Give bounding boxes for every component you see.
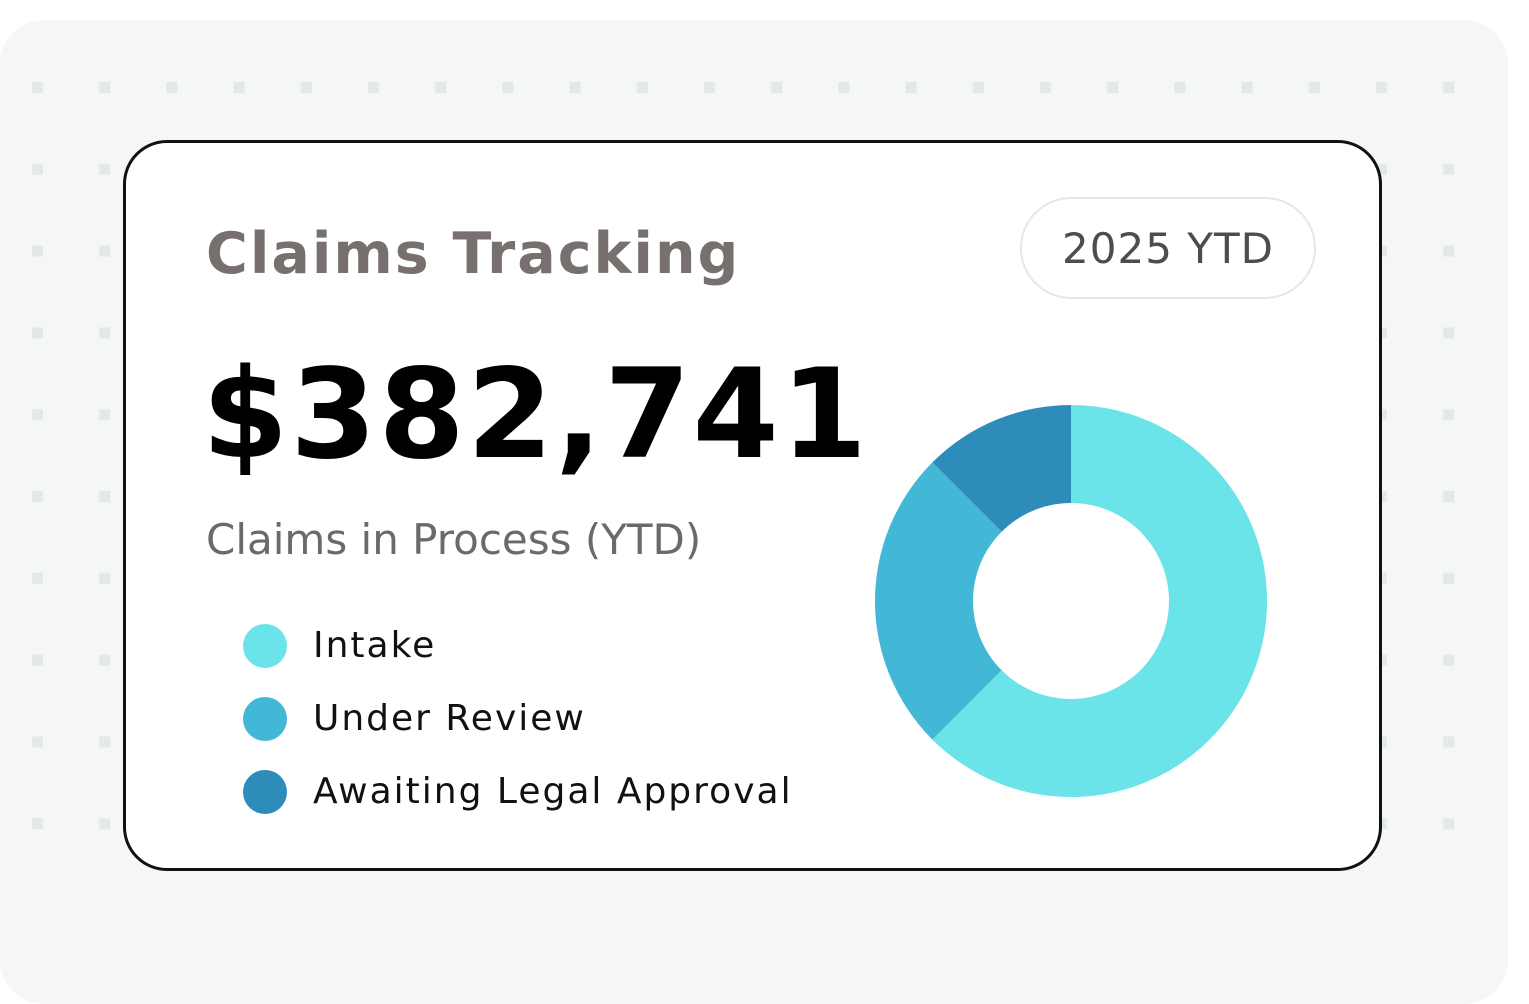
background-dot: [905, 82, 917, 93]
background-dot: [569, 82, 581, 93]
background-dot: [32, 82, 43, 93]
background-dot: [99, 327, 111, 339]
legend-label-intake: Intake: [313, 625, 437, 666]
background-dot: [99, 163, 111, 175]
background-dot: [99, 245, 111, 257]
background-dot: [99, 409, 111, 421]
background-dot: [704, 82, 715, 93]
claims-subtitle: Claims in Process (YTD): [206, 515, 702, 564]
legend-item-under-review: Under Review: [243, 682, 793, 755]
background-dot: [435, 82, 447, 93]
donut-slice-under-review: [875, 462, 1002, 740]
background-dot: [1376, 163, 1387, 175]
legend-swatch-awaiting-legal-approval: [243, 769, 287, 814]
background-dot: [32, 818, 43, 830]
period-selector-button[interactable]: 2025 YTD: [1020, 197, 1316, 299]
background-dot: [1376, 82, 1387, 93]
background-dot: [1040, 82, 1051, 93]
donut-slice-intake: [932, 405, 1267, 797]
background-dot: [1443, 736, 1455, 748]
background-dot: [1174, 82, 1186, 93]
background-dot: [32, 736, 43, 748]
background-dot: [1443, 163, 1455, 175]
background-dot: [166, 82, 178, 93]
background-dot: [32, 572, 43, 584]
background-dot: [1443, 818, 1455, 830]
background-dot: [233, 82, 245, 93]
background-dot: [99, 82, 111, 93]
background-dot: [368, 82, 379, 93]
claims-total-amount: $382,741: [202, 343, 870, 487]
background-dot: [300, 82, 312, 93]
background-dot: [1107, 82, 1119, 93]
background-dot: [1241, 82, 1253, 93]
background-dot: [99, 736, 111, 748]
background-dot: [32, 245, 43, 257]
legend-item-awaiting-legal-approval: Awaiting Legal Approval: [243, 755, 793, 828]
donut-slice-awaiting-legal-approval: [932, 405, 1071, 532]
background-dot: [1443, 491, 1455, 502]
legend-label-under-review: Under Review: [313, 698, 586, 739]
background-dot: [502, 82, 514, 93]
background-dot: [99, 491, 111, 502]
claims-tracking-card: Claims Tracking 2025 YTD $382,741 Claims…: [123, 140, 1382, 871]
legend-label-awaiting-legal-approval: Awaiting Legal Approval: [313, 771, 793, 812]
background-dot: [1308, 82, 1320, 93]
legend-swatch-under-review: [243, 696, 287, 741]
card-title: Claims Tracking: [206, 221, 741, 287]
background-dot: [771, 82, 783, 93]
chart-legend: Intake Under Review Awaiting Legal Appro…: [243, 609, 793, 828]
claims-donut-chart: [875, 405, 1267, 797]
background-dot: [1443, 82, 1455, 93]
background-dot: [972, 82, 984, 93]
background-dot: [32, 654, 43, 666]
background-dot: [32, 491, 43, 502]
background-dot: [99, 818, 111, 830]
background-dot: [1443, 245, 1455, 257]
background-dot: [1443, 654, 1455, 666]
background-dot: [32, 163, 43, 175]
background-dot: [1443, 409, 1455, 421]
legend-item-intake: Intake: [243, 609, 793, 682]
background-dot: [636, 82, 648, 93]
background-dot: [32, 409, 43, 421]
background-dot: [1443, 572, 1455, 584]
background-dot: [838, 82, 850, 93]
legend-swatch-intake: [243, 623, 287, 668]
background-dot: [32, 327, 43, 339]
background-dot: [99, 572, 111, 584]
background-dot: [99, 654, 111, 666]
background-dot: [1443, 327, 1455, 339]
